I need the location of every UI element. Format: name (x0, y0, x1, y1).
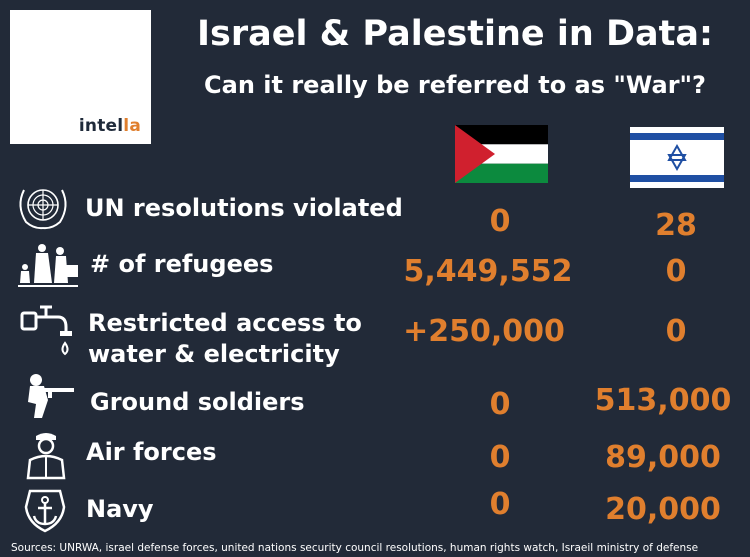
page-title: Israel & Palestine in Data: (197, 14, 713, 54)
sources-footer: Sources: UNRWA, israel defense forces, u… (11, 542, 699, 554)
israel-value-refugees: 0 (665, 254, 687, 289)
soldier-icon (28, 374, 74, 418)
navy-anchor-icon (24, 489, 66, 533)
row-label-water-electricity-line2: water & electricity (88, 340, 340, 368)
refugees-icon (18, 244, 78, 287)
un-emblem-icon (19, 189, 67, 230)
israel-value-un-resolutions: 28 (655, 208, 697, 243)
row-label-air-forces: Air forces (86, 438, 217, 466)
row-label-un-resolutions: UN resolutions violated (85, 194, 403, 222)
palestine-value-refugees: 5,449,552 (403, 254, 573, 289)
row-label-water-electricity-line1: Restricted access to (88, 309, 362, 337)
logo-text: intella (78, 116, 141, 136)
israel-value-air-forces: 89,000 (605, 440, 721, 475)
row-label-navy: Navy (86, 495, 154, 523)
row-label-refugees: # of refugees (90, 250, 274, 278)
palestine-value-un-resolutions: 0 (489, 204, 511, 239)
page-subtitle: Can it really be referred to as "War"? (204, 71, 706, 99)
palestine-value-ground-soldiers: 0 (489, 387, 511, 422)
israel-value-navy: 20,000 (605, 492, 721, 527)
logo: intella (10, 10, 151, 144)
row-label-ground-soldiers: Ground soldiers (90, 388, 305, 416)
pilot-icon (26, 433, 66, 480)
palestine-value-air-forces: 0 (489, 440, 511, 475)
water-tap-icon (20, 305, 72, 356)
israel-value-ground-soldiers: 513,000 (594, 383, 732, 418)
palestine-value-water-electricity: +250,000 (403, 314, 565, 349)
palestine-value-navy: 0 (489, 487, 511, 522)
palestine-flag-icon (455, 125, 548, 183)
israel-value-water-electricity: 0 (665, 314, 687, 349)
israel-flag-icon (630, 127, 724, 188)
